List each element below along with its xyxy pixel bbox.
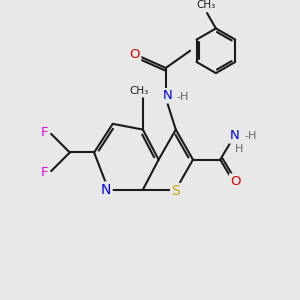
Text: O: O	[130, 48, 140, 61]
Text: S: S	[171, 184, 180, 198]
Text: F: F	[41, 126, 49, 139]
Text: N: N	[101, 183, 111, 197]
Text: F: F	[41, 166, 49, 179]
Text: O: O	[230, 175, 241, 188]
Text: -H: -H	[244, 131, 256, 141]
Text: -H: -H	[176, 92, 189, 103]
Text: CH₃: CH₃	[129, 86, 148, 97]
Text: CH₃: CH₃	[196, 0, 215, 10]
Text: N: N	[162, 89, 172, 102]
Text: H: H	[235, 144, 243, 154]
Text: N: N	[230, 129, 239, 142]
